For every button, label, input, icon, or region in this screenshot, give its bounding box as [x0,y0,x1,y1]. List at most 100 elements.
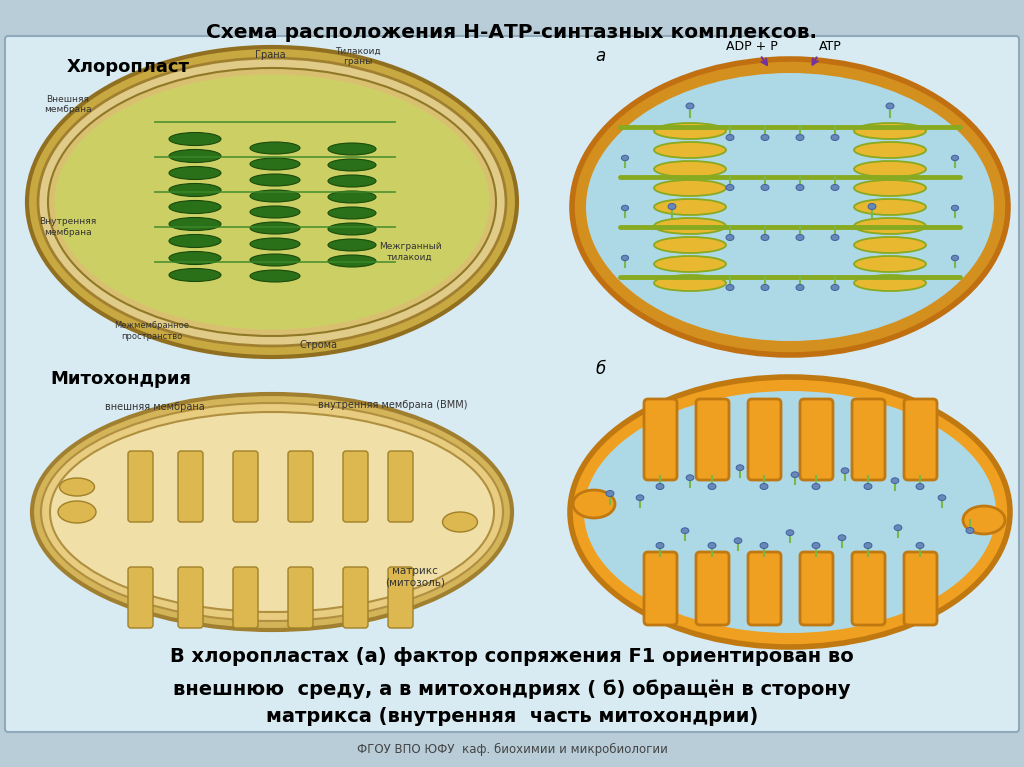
Ellipse shape [654,218,726,234]
Ellipse shape [654,275,726,291]
Ellipse shape [963,506,1005,534]
Ellipse shape [938,495,946,501]
Ellipse shape [854,275,926,291]
Ellipse shape [442,512,477,532]
Ellipse shape [854,256,926,272]
Ellipse shape [250,190,300,202]
Ellipse shape [681,528,689,534]
Ellipse shape [654,142,726,158]
Ellipse shape [854,218,926,234]
Text: Внешняя
мембрана: Внешняя мембрана [44,95,92,114]
Ellipse shape [328,143,376,155]
Ellipse shape [250,238,300,250]
FancyBboxPatch shape [178,567,203,628]
Ellipse shape [41,403,503,621]
Ellipse shape [48,68,496,336]
Ellipse shape [654,237,726,253]
Ellipse shape [622,255,629,261]
Ellipse shape [654,161,726,177]
Ellipse shape [32,394,512,630]
Ellipse shape [951,155,958,160]
Ellipse shape [736,465,743,471]
Ellipse shape [328,207,376,219]
Text: а: а [595,47,605,65]
Ellipse shape [812,542,820,548]
Ellipse shape [734,538,741,544]
Ellipse shape [916,483,924,489]
Ellipse shape [708,542,716,548]
Ellipse shape [654,256,726,272]
Text: ADP + P: ADP + P [726,41,778,54]
Ellipse shape [951,206,958,211]
Ellipse shape [686,475,694,481]
Ellipse shape [654,123,726,139]
Ellipse shape [250,222,300,234]
Ellipse shape [169,166,221,179]
Ellipse shape [54,74,489,330]
FancyBboxPatch shape [644,399,677,480]
Ellipse shape [761,235,769,241]
Ellipse shape [169,252,221,265]
Ellipse shape [169,150,221,163]
Text: б: б [595,360,605,378]
Ellipse shape [656,542,664,548]
Text: ATP: ATP [818,41,842,54]
Ellipse shape [328,255,376,267]
FancyBboxPatch shape [904,399,937,480]
Text: Схема расположения Н-АТР-синтазных комплексов.: Схема расположения Н-АТР-синтазных компл… [207,22,817,41]
Text: В хлоропластах (а) фактор сопряжения F1 ориентирован во: В хлоропластах (а) фактор сопряжения F1 … [170,647,854,667]
Ellipse shape [250,206,300,218]
Ellipse shape [868,203,876,209]
Ellipse shape [250,254,300,266]
Ellipse shape [796,235,804,241]
Ellipse shape [328,159,376,171]
Ellipse shape [854,161,926,177]
Ellipse shape [891,478,899,483]
Ellipse shape [786,530,794,535]
Ellipse shape [654,180,726,196]
Ellipse shape [656,483,664,489]
FancyBboxPatch shape [5,36,1019,732]
FancyBboxPatch shape [852,552,885,625]
Ellipse shape [38,58,506,346]
Text: внутренняя мембрана (ВММ): внутренняя мембрана (ВММ) [318,400,468,410]
FancyBboxPatch shape [233,567,258,628]
FancyBboxPatch shape [800,552,833,625]
FancyBboxPatch shape [233,451,258,522]
Ellipse shape [796,185,804,190]
Ellipse shape [584,391,996,633]
Ellipse shape [792,472,799,478]
Ellipse shape [328,223,376,235]
Ellipse shape [854,180,926,196]
Ellipse shape [760,483,768,489]
FancyBboxPatch shape [644,552,677,625]
Ellipse shape [796,285,804,291]
Text: Внутренняя
мембрана: Внутренняя мембрана [39,217,96,237]
Text: матрикса (внутренняя  часть митохондрии): матрикса (внутренняя часть митохондрии) [266,707,758,726]
Ellipse shape [831,235,839,241]
Ellipse shape [916,542,924,548]
Text: Строма: Строма [300,340,338,350]
Ellipse shape [686,103,694,109]
Ellipse shape [250,174,300,186]
Text: ФГОУ ВПО ЮФУ  каф. биохимии и микробиологии: ФГОУ ВПО ЮФУ каф. биохимии и микробиолог… [356,742,668,755]
Ellipse shape [169,200,221,213]
Ellipse shape [169,218,221,231]
Ellipse shape [760,542,768,548]
FancyBboxPatch shape [696,552,729,625]
Ellipse shape [668,203,676,209]
FancyBboxPatch shape [343,567,368,628]
Ellipse shape [854,142,926,158]
Text: внешнюю  среду, а в митохондриях ( б) обращён в сторону: внешнюю среду, а в митохондриях ( б) обр… [173,680,851,699]
FancyBboxPatch shape [288,567,313,628]
FancyBboxPatch shape [748,399,781,480]
FancyBboxPatch shape [852,399,885,480]
Ellipse shape [573,490,615,518]
Ellipse shape [58,501,96,523]
Ellipse shape [250,158,300,170]
Ellipse shape [622,155,629,160]
Ellipse shape [328,191,376,203]
Ellipse shape [586,73,994,341]
Ellipse shape [854,237,926,253]
Ellipse shape [839,535,846,541]
